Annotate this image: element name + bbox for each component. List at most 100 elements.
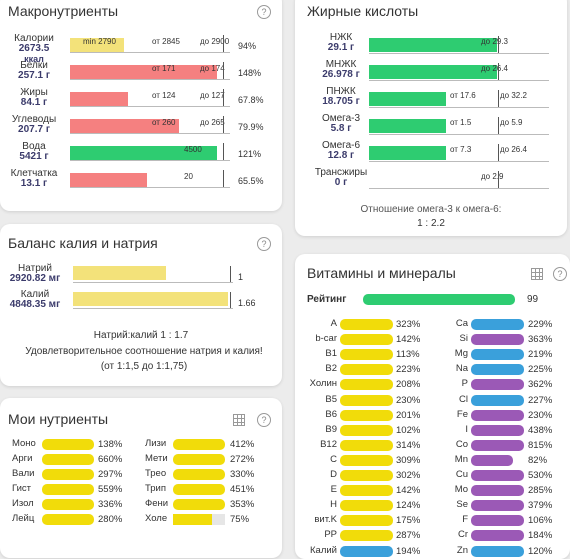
vit-name: Холин — [309, 378, 337, 390]
mineral-percent: 285% — [528, 485, 553, 497]
vit-name: D — [330, 469, 337, 480]
fatty-to: до 26.4 — [500, 145, 527, 154]
kna-bar — [73, 292, 228, 306]
help-icon[interactable]: ? — [257, 5, 271, 19]
my-nutrient-bar — [173, 454, 225, 465]
mineral-name: Zn — [456, 544, 468, 556]
fatty-axis — [369, 53, 549, 54]
mineral-name: Na — [455, 363, 468, 375]
macro-bar — [70, 146, 217, 160]
vit-percent: 223% — [396, 364, 421, 376]
macro-from: от 171 — [152, 64, 176, 73]
my-nutrient-name: Вали — [12, 468, 35, 479]
mineral-percent: 438% — [528, 424, 553, 436]
my-title: Мои нутриенты — [8, 411, 109, 427]
rating-value: 99 — [527, 294, 539, 305]
mineral-bar — [471, 364, 524, 376]
vit-percent: 323% — [396, 319, 421, 330]
help-icon[interactable]: ? — [553, 267, 567, 281]
mineral-percent: 225% — [528, 364, 553, 376]
vit-percent: 175% — [396, 515, 421, 527]
mineral-percent: 379% — [528, 500, 553, 512]
macro-label: Белки 257.1 г — [4, 61, 64, 81]
vit-bar — [340, 424, 393, 436]
fatty-value: 12.8 г — [327, 150, 355, 161]
macro-target-line — [223, 170, 224, 188]
macro-target-line — [223, 89, 224, 107]
my-nutrient-name: Моно — [12, 438, 36, 449]
my-nutrient-bar — [42, 469, 94, 480]
my-nutrient-percent: 412% — [230, 439, 255, 450]
fatty-bar — [369, 38, 497, 52]
macro-bar — [70, 38, 124, 52]
help-icon[interactable]: ? — [257, 413, 271, 427]
macro-axis — [70, 79, 230, 80]
vit-name: E — [330, 484, 337, 496]
vit-percent: 113% — [396, 349, 420, 361]
vit-percent: 102% — [396, 424, 421, 436]
my-nutrient-bar — [173, 469, 225, 480]
mineral-name: Co — [455, 438, 468, 450]
macro-from: от 2845 — [152, 37, 180, 46]
vit-percent: 201% — [396, 409, 421, 421]
macro-name: Калории — [14, 33, 54, 44]
my-nutrient-percent: 353% — [230, 499, 255, 510]
fatty-name: Трансжиры — [314, 167, 368, 178]
fatty-to: до 29.3 — [481, 37, 508, 46]
mineral-bar — [471, 530, 524, 542]
vit-name: B1 — [325, 348, 337, 360]
macro-label: Углеводы 207.7 г — [4, 115, 64, 135]
macro-value: 2673.5 — [18, 43, 50, 54]
my-nutrient-name: Трип — [145, 483, 167, 494]
macro-axis — [70, 106, 230, 107]
macro-from: от 260 — [152, 118, 176, 127]
fatty-label: Омега-3 5.8 г — [303, 114, 379, 134]
my-nutrient-name: Гист — [12, 483, 32, 494]
mineral-bar — [471, 485, 524, 497]
my-nutrient-percent: 297% — [98, 469, 123, 480]
vit-percent: 314% — [396, 439, 421, 451]
my-nutrient-percent: 75% — [230, 514, 250, 525]
macro-bar — [70, 119, 179, 133]
macro-to: 20 — [184, 172, 193, 181]
my-nutrient-bar — [42, 454, 94, 465]
fatty-target-line — [498, 171, 499, 189]
vit-bar — [340, 364, 393, 376]
macro-to: до 265 — [200, 118, 225, 127]
macro-axis — [70, 160, 230, 161]
vit-name: вит.K — [314, 514, 337, 526]
macro-title: Макронутриенты — [8, 3, 119, 19]
macro-target-line — [223, 35, 224, 53]
mineral-name: Mn — [454, 453, 468, 465]
my-nutrient-bar — [42, 484, 94, 495]
mineral-name: I — [465, 423, 468, 435]
table-icon[interactable] — [531, 268, 543, 280]
mineral-bar — [471, 409, 524, 421]
mineral-percent: 362% — [528, 379, 553, 391]
macro-bar — [70, 173, 147, 187]
macro-percent: 79.9% — [238, 122, 264, 132]
vit-bar — [340, 500, 393, 512]
vit-bar — [340, 454, 393, 466]
mineral-name: Cr — [457, 529, 468, 541]
vit-bar — [340, 485, 393, 497]
mineral-name: Mg — [454, 348, 468, 360]
my-nutrient-bar — [42, 499, 94, 510]
fatty-label: МНЖК 26.978 г — [303, 60, 379, 80]
mineral-name: Fe — [456, 408, 468, 420]
fatty-value: 29.1 г — [327, 42, 355, 53]
kna-axis — [73, 282, 233, 283]
macro-axis — [70, 133, 230, 134]
fatty-name: Омега-3 — [321, 113, 361, 124]
vit-name: B2 — [325, 363, 337, 375]
fatty-to: до 32.2 — [500, 91, 527, 100]
mineral-name: Mo — [454, 484, 468, 496]
fatty-axis — [369, 161, 549, 162]
macro-axis — [70, 52, 230, 53]
table-icon[interactable] — [233, 414, 245, 426]
mineral-percent: 230% — [528, 409, 553, 421]
macro-bar — [70, 65, 217, 79]
kna-line — [230, 292, 231, 308]
mineral-bar — [471, 379, 524, 391]
help-icon[interactable]: ? — [257, 237, 271, 251]
